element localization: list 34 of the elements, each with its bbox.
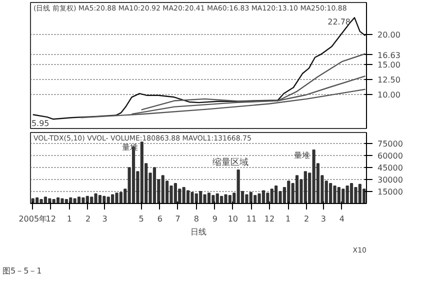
x-tick-label: 2 <box>304 214 310 224</box>
annotation: 22.78 <box>328 18 351 27</box>
caption: 图5－5－1 <box>2 266 42 276</box>
y-tick-label: 15000 <box>378 188 403 197</box>
annotation: 5.95 <box>31 119 50 128</box>
annotation: 缩量区域 <box>212 157 248 168</box>
annotation: 量堆 <box>294 151 310 160</box>
x-tick-label: 10 <box>228 214 238 224</box>
y-tick-label: 30000 <box>378 176 403 185</box>
annotation: 量堆 <box>122 143 138 152</box>
y-tick-label: 60000 <box>378 152 403 161</box>
x-tick-label: 12 <box>264 214 275 224</box>
y-tick-label: 16.63 <box>378 50 400 60</box>
x-tick-label: 7 <box>175 214 180 224</box>
y-tick-label: 20.00 <box>378 30 400 40</box>
x-tick-label: 11 <box>246 214 257 224</box>
x-tick-label: 3 <box>320 214 326 224</box>
x-tick-label: 2005年 <box>18 214 48 224</box>
x-tick-label: 4 <box>339 214 344 224</box>
y-tick-label: 45000 <box>378 164 403 173</box>
x-tick-label: 1 <box>285 214 291 224</box>
x-tick-label: 9 <box>212 214 218 224</box>
x-tick-label: 12 <box>46 214 56 224</box>
x-tick-label: 5 <box>138 214 144 224</box>
x-tick-label: 8 <box>194 214 199 224</box>
x-tick-label: 3 <box>102 214 108 224</box>
x-tick-label: 1 <box>66 214 72 224</box>
y-tick-label: 12.50 <box>378 76 400 85</box>
y-tick-label: 15.00 <box>378 60 400 70</box>
y-tick-label: 75000 <box>378 140 403 149</box>
x-axis-title: 日线 <box>190 228 206 236</box>
x-tick-label: 2 <box>85 214 91 224</box>
x-tick-label: 6 <box>157 214 162 224</box>
y-tick-label: 10.00 <box>378 90 400 100</box>
